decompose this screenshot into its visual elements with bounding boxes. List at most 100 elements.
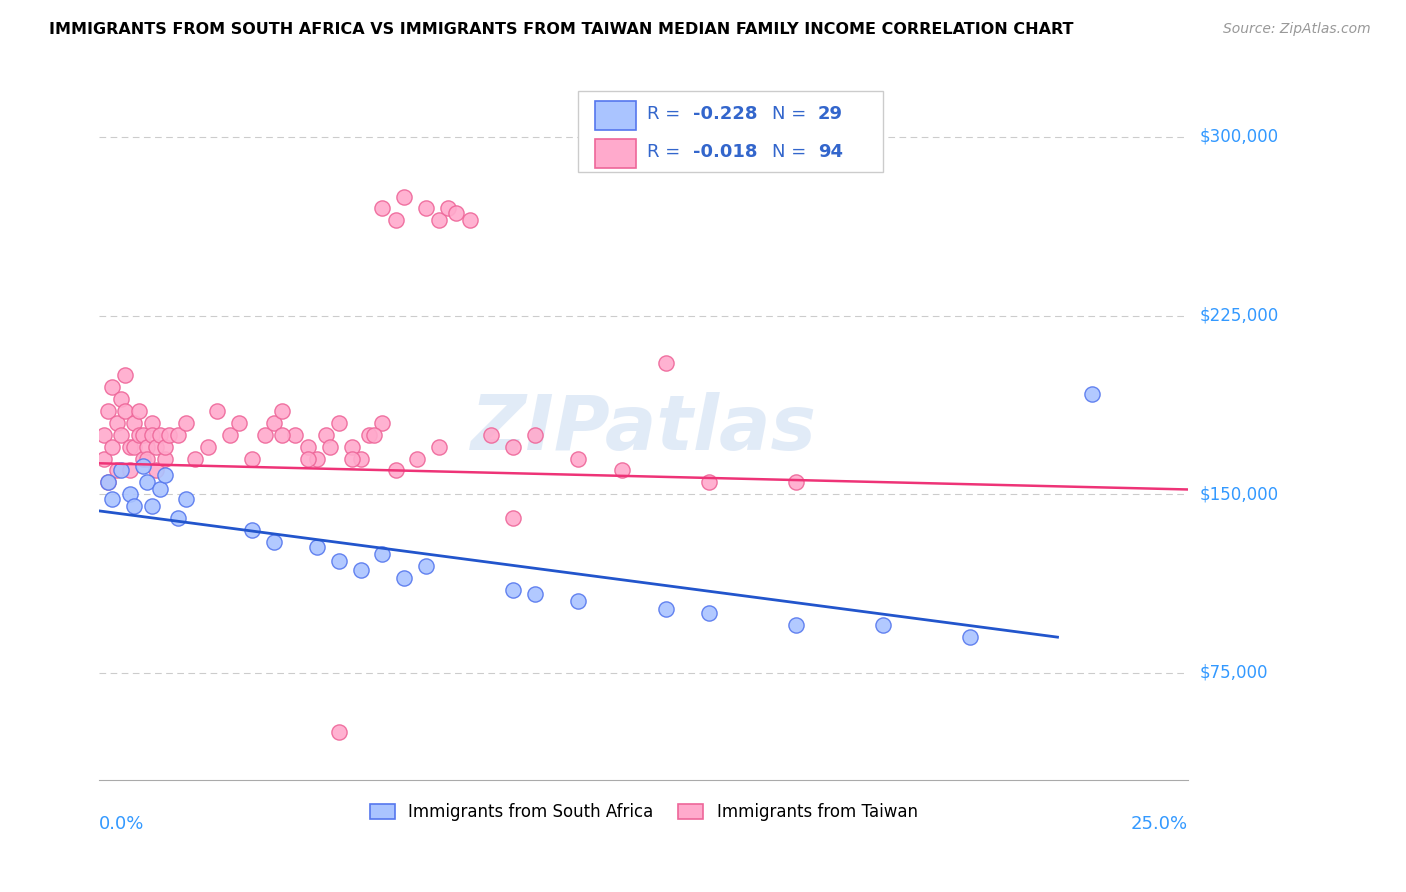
Point <box>307 540 329 554</box>
Text: -0.228: -0.228 <box>693 105 758 123</box>
Point <box>184 451 207 466</box>
Point <box>328 416 350 430</box>
Point <box>654 601 676 615</box>
Point <box>118 440 141 454</box>
Point <box>319 440 342 454</box>
Point <box>166 511 188 525</box>
Point <box>297 451 319 466</box>
Point <box>567 451 589 466</box>
Point <box>153 451 176 466</box>
Point <box>253 427 276 442</box>
Point <box>610 463 633 477</box>
Point <box>371 202 394 216</box>
Point <box>149 427 172 442</box>
Point <box>141 427 163 442</box>
Point <box>122 416 145 430</box>
Point <box>197 440 219 454</box>
Point <box>340 451 363 466</box>
Text: R =: R = <box>647 105 686 123</box>
Point <box>132 427 155 442</box>
Point <box>371 416 394 430</box>
Text: R =: R = <box>647 143 686 161</box>
Point <box>157 427 180 442</box>
Point <box>145 463 167 477</box>
Point <box>328 725 350 739</box>
Point <box>384 213 406 227</box>
Point <box>427 213 450 227</box>
Text: -0.018: -0.018 <box>693 143 758 161</box>
Text: N =: N = <box>772 143 813 161</box>
Point <box>785 475 807 490</box>
Point <box>297 440 319 454</box>
Text: 0.0%: 0.0% <box>100 815 145 833</box>
Point <box>263 416 285 430</box>
Bar <box>595 139 636 168</box>
Point <box>122 440 145 454</box>
Point <box>872 618 894 632</box>
Bar <box>595 102 636 129</box>
Point <box>271 404 294 418</box>
Point <box>271 427 294 442</box>
Point <box>340 440 363 454</box>
Text: Source: ZipAtlas.com: Source: ZipAtlas.com <box>1223 22 1371 37</box>
Point <box>523 587 546 601</box>
Text: N =: N = <box>772 105 813 123</box>
Point <box>328 554 350 568</box>
Point <box>122 499 145 513</box>
Point <box>153 440 176 454</box>
Point <box>153 468 176 483</box>
Point <box>392 571 415 585</box>
Point <box>697 607 720 621</box>
Point <box>219 427 242 442</box>
Point <box>118 487 141 501</box>
Point <box>315 427 337 442</box>
Point <box>446 206 468 220</box>
Point <box>502 511 524 525</box>
Point <box>110 392 132 406</box>
Point <box>458 213 481 227</box>
Point <box>93 451 115 466</box>
Point <box>128 404 150 418</box>
Point <box>415 558 437 573</box>
Point <box>132 458 155 473</box>
Point <box>101 440 124 454</box>
Point <box>307 451 329 466</box>
Point <box>166 427 188 442</box>
Point <box>502 440 524 454</box>
Text: $75,000: $75,000 <box>1199 664 1268 681</box>
Point <box>97 404 120 418</box>
Point <box>149 483 172 497</box>
Point <box>97 475 120 490</box>
Point <box>415 202 437 216</box>
Point <box>384 463 406 477</box>
Point <box>136 475 159 490</box>
Legend: Immigrants from South Africa, Immigrants from Taiwan: Immigrants from South Africa, Immigrants… <box>363 797 924 828</box>
FancyBboxPatch shape <box>578 92 883 172</box>
Point <box>176 491 198 506</box>
Point <box>101 491 124 506</box>
Point <box>359 427 381 442</box>
Point <box>205 404 228 418</box>
Point <box>263 534 285 549</box>
Point <box>654 356 676 370</box>
Point <box>141 416 163 430</box>
Point <box>118 463 141 477</box>
Point <box>136 440 159 454</box>
Point <box>363 427 385 442</box>
Point <box>132 451 155 466</box>
Point <box>128 427 150 442</box>
Point <box>284 427 307 442</box>
Point <box>523 427 546 442</box>
Point <box>350 564 373 578</box>
Point <box>371 547 394 561</box>
Point <box>176 416 198 430</box>
Point <box>240 451 263 466</box>
Point <box>479 427 502 442</box>
Text: 94: 94 <box>818 143 844 161</box>
Text: IMMIGRANTS FROM SOUTH AFRICA VS IMMIGRANTS FROM TAIWAN MEDIAN FAMILY INCOME CORR: IMMIGRANTS FROM SOUTH AFRICA VS IMMIGRAN… <box>49 22 1074 37</box>
Point <box>105 416 128 430</box>
Point <box>228 416 250 430</box>
Text: $300,000: $300,000 <box>1199 128 1278 146</box>
Point <box>392 189 415 203</box>
Point <box>406 451 429 466</box>
